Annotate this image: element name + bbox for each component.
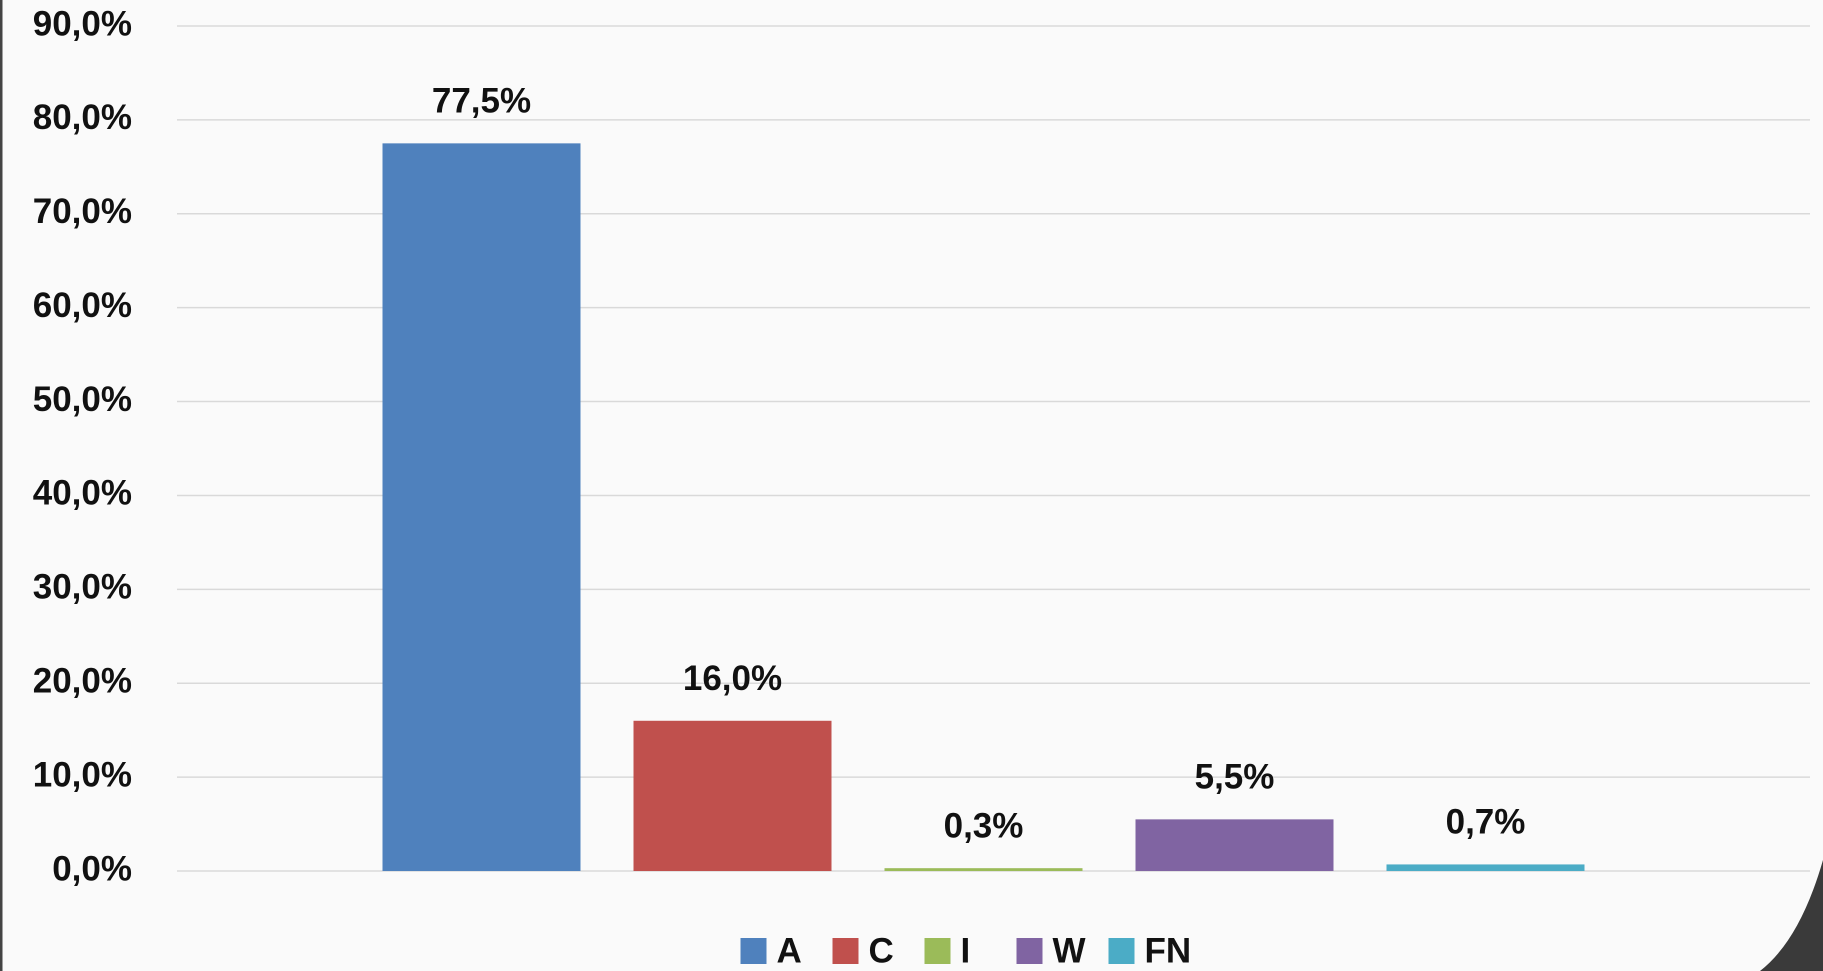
- legend-label: A: [777, 931, 802, 970]
- y-tick-label: 0,0%: [52, 849, 132, 888]
- bar: [885, 868, 1083, 871]
- y-tick-label: 80,0%: [33, 98, 132, 137]
- legend-swatch: [833, 938, 859, 964]
- chart: 0,0% 10,0% 20,0% 30,0% 40,0% 50,0% 60,0% 70,0% 8…: [0, 0, 1823, 971]
- data-label: 0,7%: [1446, 803, 1526, 842]
- data-label: 0,3%: [944, 806, 1024, 845]
- bar: [383, 143, 581, 871]
- background: [0, 0, 1823, 971]
- bar: [1136, 819, 1334, 871]
- data-label: 16,0%: [683, 659, 782, 698]
- data-label: 5,5%: [1195, 758, 1275, 797]
- legend-swatch: [741, 938, 767, 964]
- y-tick-label: 60,0%: [33, 286, 132, 325]
- legend-label: W: [1053, 931, 1086, 970]
- legend-label: I: [961, 931, 971, 970]
- y-tick-label: 50,0%: [33, 380, 132, 419]
- legend-label: C: [869, 931, 894, 970]
- y-tick-label: 20,0%: [33, 661, 132, 700]
- legend-swatch: [1109, 938, 1135, 964]
- legend-label: FN: [1145, 931, 1192, 970]
- y-tick-label: 90,0%: [33, 4, 132, 43]
- y-tick-label: 70,0%: [33, 192, 132, 231]
- data-label: 77,5%: [432, 82, 531, 121]
- y-tick-label: 40,0%: [33, 474, 132, 513]
- bar: [1387, 864, 1585, 871]
- bar: [634, 721, 832, 871]
- y-tick-label: 10,0%: [33, 755, 132, 794]
- legend-swatch: [925, 938, 951, 964]
- y-tick-label: 30,0%: [33, 568, 132, 607]
- legend-swatch: [1017, 938, 1043, 964]
